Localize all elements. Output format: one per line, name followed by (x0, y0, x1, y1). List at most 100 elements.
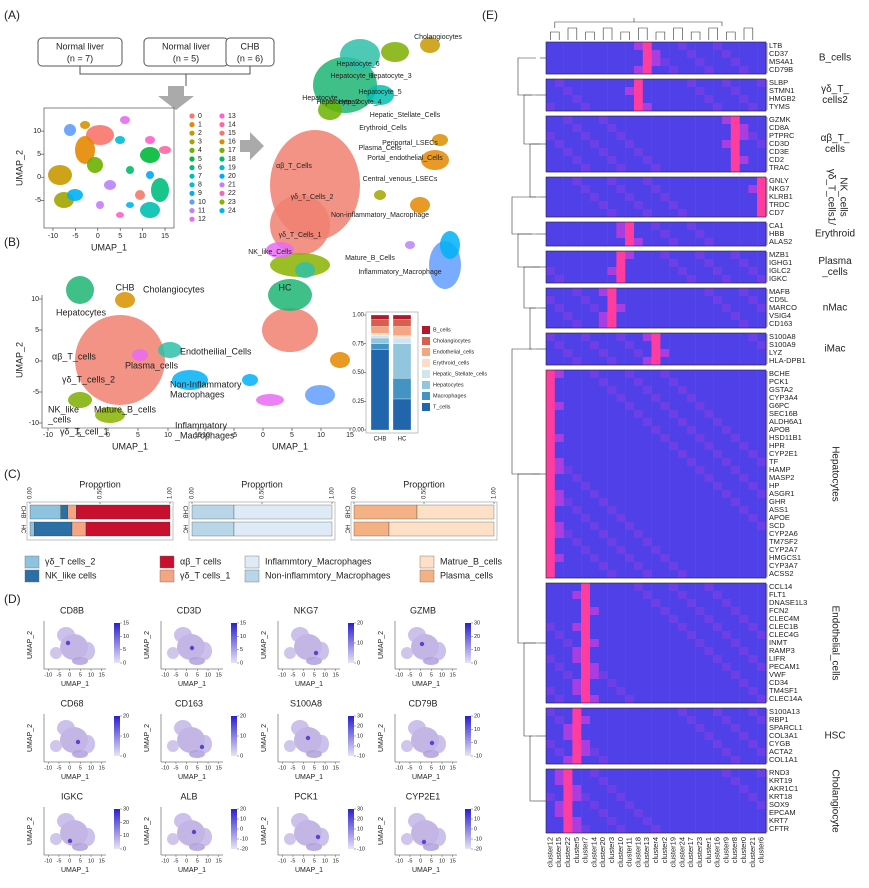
heatmap-cell (669, 793, 679, 802)
heatmap-cell (713, 79, 723, 88)
heatmap-cell (713, 591, 723, 600)
heatmap-cell (616, 238, 626, 247)
heatmap-cell (651, 695, 661, 704)
heatmap-cell (634, 341, 643, 350)
heatmap-cell (678, 50, 687, 59)
heatmap-cell (695, 103, 705, 112)
hot-cell (305, 735, 311, 741)
heatmap-cell (581, 716, 591, 725)
x-tick-label: 0 (302, 672, 305, 678)
group-label: _cells (821, 267, 848, 278)
heatmap-cell (704, 530, 714, 539)
heatmap-cell (686, 732, 696, 741)
heatmap-cell (563, 450, 573, 459)
heatmap-cell (669, 695, 679, 704)
heatmap-cell (678, 687, 687, 696)
heatmap-cell (704, 357, 714, 366)
heatmap-cell (713, 124, 723, 133)
heatmap-cell (563, 482, 573, 491)
heatmap-cell (554, 410, 564, 419)
heatmap-cell (546, 607, 555, 616)
x-tick-label: 1.00 (492, 487, 498, 499)
heatmap-cell (757, 748, 767, 757)
heatmap-cell (651, 164, 661, 173)
heatmap-cell (722, 458, 731, 467)
heatmap-cell (642, 607, 652, 616)
branch (517, 57, 536, 96)
heatmap-cell (572, 386, 582, 395)
heatmap-cell (730, 259, 740, 268)
heatmap-cell (730, 288, 740, 297)
heatmap-cell (713, 615, 723, 624)
heatmap-cell (730, 124, 740, 133)
legend-swatch (189, 199, 195, 205)
heatmap-cell (581, 386, 591, 395)
heatmap-cell (598, 671, 608, 680)
x-tick-label: 1.00 (168, 487, 174, 499)
heatmap-cell (660, 583, 670, 592)
heatmap-cell (713, 522, 723, 531)
heatmap-cell (572, 490, 582, 499)
cell-cloud (408, 813, 426, 829)
heatmap-cell (554, 591, 564, 600)
heatmap-cell (607, 410, 617, 419)
heatmap-cell (748, 530, 758, 539)
legend-label: Erythroid_cells (433, 360, 469, 366)
heatmap-cell (607, 349, 617, 358)
heatmap-cell (598, 79, 608, 88)
heatmap-cell (651, 546, 661, 555)
cell-cloud (284, 647, 296, 659)
heatmap-cell (722, 716, 731, 725)
branch (585, 31, 595, 40)
heatmap-cell (590, 570, 599, 579)
heatmap-cell (625, 434, 635, 443)
heatmap-cell (686, 740, 696, 749)
heatmap-cell (686, 341, 696, 350)
heatmap-cell (678, 58, 687, 67)
heatmap-cell (660, 434, 670, 443)
heatmap-cell (598, 466, 608, 475)
heatmap-cell (642, 267, 652, 276)
heatmap-cell (722, 801, 731, 810)
heatmap-cell (607, 164, 617, 173)
heatmap-cell (757, 482, 767, 491)
heatmap-cell (634, 394, 643, 403)
heatmap-cell (686, 490, 696, 499)
cell-cloud (318, 100, 342, 120)
heatmap-cell (722, 615, 731, 624)
heatmap-cell (546, 506, 555, 515)
heatmap-cell (590, 177, 599, 186)
heatmap-cell (572, 140, 582, 149)
gene-label: CYP3A4 (769, 393, 798, 402)
heatmap-cell (598, 296, 608, 305)
heatmap-cell (625, 679, 635, 688)
heatmap-cell (563, 349, 573, 358)
y-axis-title: UMAP_2 (144, 817, 151, 845)
heatmap-cell (748, 801, 758, 810)
heatmap-cell (546, 58, 555, 67)
heatmap-cell (598, 103, 608, 112)
cluster-label: Erythroid_Cells (359, 125, 407, 132)
colorbar-tick-label: 10 (240, 733, 246, 739)
heatmap-cell (704, 410, 714, 419)
group-label: Hepatocytes (829, 446, 840, 502)
legend-label: 3 (198, 139, 202, 146)
x-tick-label: cluster4 (651, 837, 660, 863)
heatmap-cell (546, 275, 555, 284)
heatmap-cell (722, 320, 731, 329)
heatmap-cell (660, 817, 670, 826)
cluster-label: Hepatocyte_4 (338, 99, 381, 106)
gene-label: PTPRC (769, 131, 795, 140)
heatmap-cell (669, 79, 679, 88)
heatmap-cell (739, 426, 749, 435)
heatmap-cell (757, 124, 767, 133)
heatmap-cell (704, 312, 714, 321)
heatmap-cell (651, 554, 661, 563)
heatmap-cell (590, 230, 599, 239)
cell-cloud (115, 292, 135, 308)
heatmap-cell (669, 615, 679, 624)
heatmap-cell (607, 498, 617, 507)
heatmap-cell (678, 506, 687, 515)
heatmap-cell (669, 66, 679, 75)
heatmap-cell (572, 817, 582, 826)
